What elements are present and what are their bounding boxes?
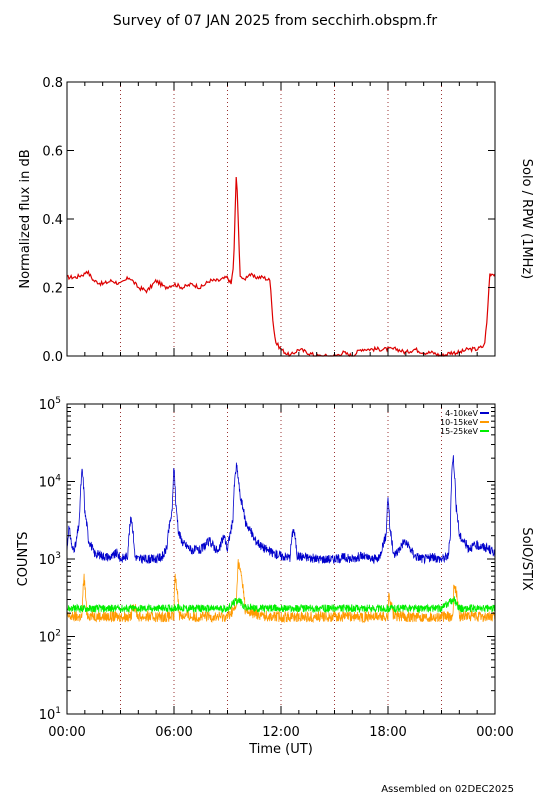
rpw-y-tick-label: 0.8 — [42, 76, 63, 91]
stix-y-tick-label: 101 — [39, 706, 61, 723]
legend-label: 15-25keV — [440, 427, 479, 436]
stix-15-25kev-series — [66, 596, 496, 614]
rpw-right-label: Solo / RPW (1MHz) — [519, 159, 534, 280]
rpw-y-tick-label: 0.2 — [42, 282, 63, 297]
chart-title: Survey of 07 JAN 2025 from secchirh.obsp… — [113, 13, 437, 29]
rpw-y-axis-label: Normalized flux in dB — [18, 149, 33, 288]
stix-y-tick-label: 105 — [39, 396, 61, 413]
x-tick-label: 12:00 — [262, 725, 299, 740]
stix-10-15kev-series — [66, 559, 496, 624]
rpw-y-tick-label: 0.4 — [42, 213, 63, 228]
assembled-footer: Assembled on 02DEC2025 — [381, 784, 514, 795]
x-tick-label: 00:00 — [476, 725, 513, 740]
x-tick-label: 00:00 — [48, 725, 85, 740]
stix-right-label: SolO/STIX — [519, 527, 534, 590]
x-tick-label: 18:00 — [369, 725, 406, 740]
stix-y-tick-label: 102 — [39, 629, 61, 646]
rpw-panel: 0.0 0.2 0.4 0.6 0.8 Normalized flux in dB So… — [18, 76, 534, 365]
x-axis-label: Time (UT) — [248, 742, 313, 757]
stix-4-10kev-series — [66, 455, 496, 565]
stix-panel: 101 102 103 104 105 00:00 06:00 12:00 18:00 00:00… — [16, 396, 534, 757]
x-tick-label: 06:00 — [155, 725, 192, 740]
rpw-y-tick-label: 0.0 — [42, 350, 63, 365]
stix-y-axis-label: COUNTS — [16, 532, 31, 587]
legend-label: 10-15keV — [440, 418, 479, 427]
legend-label: 4-10keV — [445, 409, 478, 418]
stix-y-tick-label: 103 — [39, 551, 61, 568]
stix-y-tick-label: 104 — [39, 474, 62, 491]
rpw-y-tick-label: 0.6 — [42, 145, 63, 160]
